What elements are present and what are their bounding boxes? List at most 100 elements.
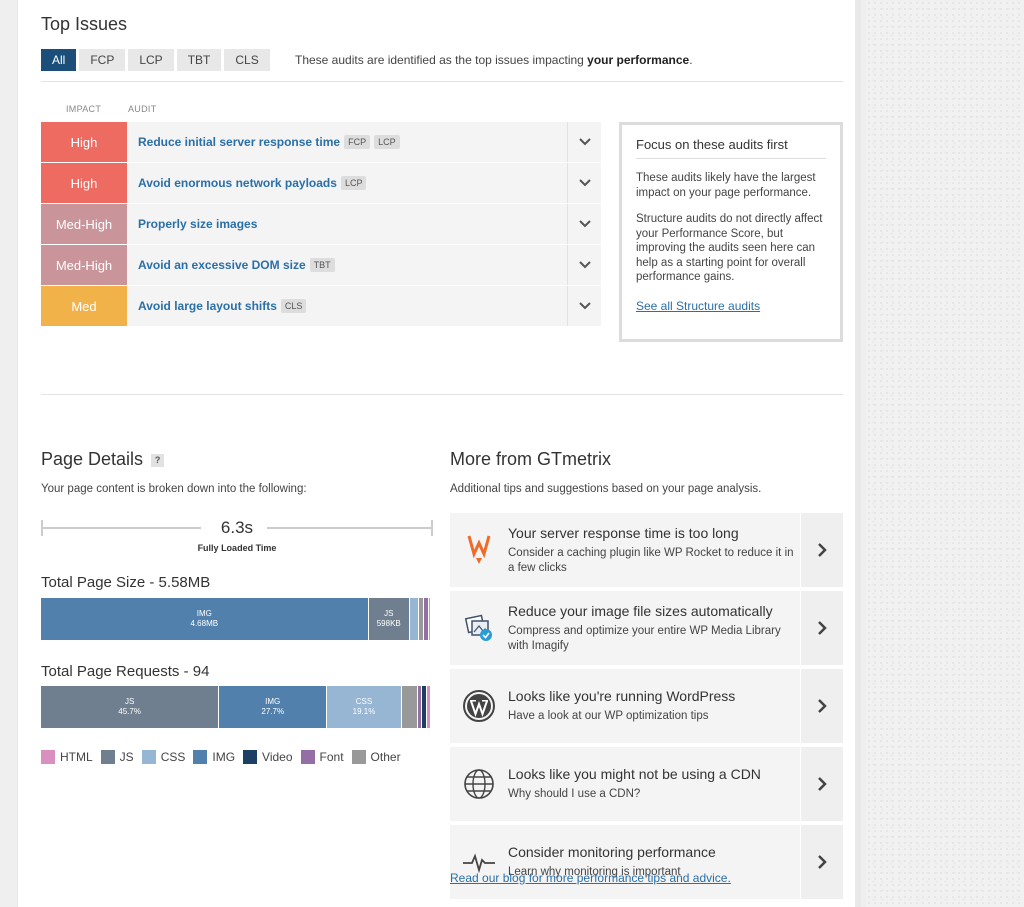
top-issues-title: Top Issues xyxy=(41,14,128,34)
heartbeat-icon xyxy=(450,825,508,899)
column-header-audit: AUDIT xyxy=(128,104,157,114)
chevron-down-icon[interactable] xyxy=(567,286,601,326)
section-divider xyxy=(41,394,843,395)
page-size-bar: IMG 4.68MB JS 598KB xyxy=(41,598,431,640)
tip-title: Consider monitoring performance xyxy=(508,844,716,861)
legend-item: Video xyxy=(243,750,293,764)
segment-value: 19.1% xyxy=(352,707,376,716)
tab-tbt[interactable]: TBT xyxy=(176,49,222,71)
bar-segment-font xyxy=(423,598,429,640)
tip-card[interactable]: Looks like you're running WordPress Have … xyxy=(450,669,843,743)
imagify-icon xyxy=(450,591,508,665)
focus-title: Focus on these audits first xyxy=(636,137,826,159)
more-title: More from GTmetrix xyxy=(450,449,612,469)
chevron-down-icon[interactable] xyxy=(567,245,601,285)
tip-card[interactable]: Looks like you might not be using a CDN W… xyxy=(450,747,843,821)
chevron-right-icon[interactable] xyxy=(800,825,843,899)
impact-badge: High xyxy=(41,163,127,203)
column-header-impact: IMPACT xyxy=(66,104,102,114)
wp-rocket-icon xyxy=(450,513,508,587)
audit-title[interactable]: Properly size images xyxy=(127,204,567,244)
tip-card[interactable]: Reduce your image file sizes automatical… xyxy=(450,591,843,665)
legend-label: Video xyxy=(262,750,293,764)
impact-badge: Med-High xyxy=(41,204,127,244)
segment-label: IMG xyxy=(265,697,281,706)
top-issues-note: These audits are identified as the top i… xyxy=(295,53,693,67)
tab-cls[interactable]: CLS xyxy=(224,49,270,71)
audit-title-text: Avoid large layout shifts xyxy=(138,299,277,313)
page-background-texture xyxy=(866,0,1024,907)
focus-callout: Focus on these audits first These audits… xyxy=(619,122,843,342)
note-bold: your performance xyxy=(587,53,690,67)
fully-loaded-label: Fully Loaded Time xyxy=(197,543,277,553)
see-structure-audits-link[interactable]: See all Structure audits xyxy=(636,298,761,313)
legend-swatch xyxy=(300,750,315,764)
legend-swatch xyxy=(351,750,366,764)
segment-value: 4.68MB xyxy=(190,619,219,628)
segment-value: 27.7% xyxy=(261,707,285,716)
report-panel: Top Issues All FCP LCP TBT CLS These aud… xyxy=(17,0,861,907)
audit-row[interactable]: Med Avoid large layout shifts CLS xyxy=(41,286,601,326)
bar-segment-css xyxy=(409,598,420,640)
timeline-line-right xyxy=(267,527,433,529)
chevron-down-icon[interactable] xyxy=(567,163,601,203)
segment-value: 45.7% xyxy=(118,707,141,716)
chevron-right-icon[interactable] xyxy=(800,747,843,821)
bar-segment-html xyxy=(428,598,431,640)
legend-item: JS xyxy=(100,750,134,764)
legend-label: Font xyxy=(319,750,344,764)
bar-segment-other xyxy=(401,686,419,728)
chevron-down-icon[interactable] xyxy=(567,122,601,162)
impact-badge: Med xyxy=(41,286,127,326)
legend-swatch xyxy=(41,750,55,764)
tab-all[interactable]: All xyxy=(41,49,77,71)
audit-row[interactable]: High Reduce initial server response time F… xyxy=(41,122,601,162)
page-details-title-text: Page Details xyxy=(41,449,144,469)
tip-description: Learn why monitoring is important xyxy=(508,866,681,879)
tab-fcp[interactable]: FCP xyxy=(79,49,126,71)
audit-row[interactable]: High Avoid enormous network payloads LCP xyxy=(41,163,601,203)
tip-title: Your server response time is too long xyxy=(508,525,739,541)
tip-description: Why should I use a CDN? xyxy=(508,788,641,801)
audit-row[interactable]: Med-High Avoid an excessive DOM size TBT xyxy=(41,245,601,285)
impact-badge: Med-High xyxy=(41,245,127,285)
chevron-right-icon[interactable] xyxy=(800,591,843,665)
audit-title[interactable]: Avoid an excessive DOM size TBT xyxy=(127,245,567,285)
focus-paragraph-2: Structure audits do not directly affect … xyxy=(636,213,823,283)
page-requests-title: Total Page Requests - 94 xyxy=(41,663,210,680)
audit-list: High Reduce initial server response time F… xyxy=(41,122,601,327)
audit-title[interactable]: Avoid enormous network payloads LCP xyxy=(127,163,567,203)
bar-segment-video xyxy=(422,686,427,728)
chevron-down-icon[interactable] xyxy=(567,204,601,244)
chevron-right-icon[interactable] xyxy=(800,513,843,587)
note-suffix: . xyxy=(689,53,693,67)
tip-card[interactable]: Your server response time is too long Con… xyxy=(450,513,843,587)
tip-body: Looks like you're running WordPress Have … xyxy=(508,669,800,743)
tip-title: Looks like you're running WordPress xyxy=(508,688,736,705)
legend-swatch xyxy=(141,750,156,764)
legend-label: JS xyxy=(119,750,134,764)
tip-title: Looks like you might not be using a CDN xyxy=(508,766,761,783)
audit-title[interactable]: Avoid large layout shifts CLS xyxy=(127,286,567,326)
audit-title-text: Avoid an excessive DOM size xyxy=(138,258,306,272)
tip-body: Reduce your image file sizes automatical… xyxy=(508,591,800,665)
tab-lcp[interactable]: LCP xyxy=(128,49,174,71)
legend-swatch xyxy=(100,750,115,764)
legend-label: CSS xyxy=(160,750,186,764)
bar-segment-img: IMG 4.68MB xyxy=(41,598,369,640)
help-icon[interactable]: ? xyxy=(151,454,165,467)
blog-link[interactable]: Read our blog for more performance tips … xyxy=(450,871,731,885)
impact-filter-tabs: All FCP LCP TBT CLS xyxy=(41,49,270,71)
page-requests-bar: JS 45.7% IMG 27.7% CSS 19.1% xyxy=(41,686,431,728)
audit-row[interactable]: Med-High Properly size images xyxy=(41,204,601,244)
audit-title[interactable]: Reduce initial server response time FCP LC… xyxy=(127,122,567,162)
chevron-right-icon[interactable] xyxy=(800,669,843,743)
legend-item: Font xyxy=(300,750,344,764)
audit-title-text: Properly size images xyxy=(138,217,258,231)
segment-label: IMG xyxy=(196,609,212,618)
segment-value: 598KB xyxy=(376,619,401,628)
tip-card[interactable]: Consider monitoring performance Learn why… xyxy=(450,825,843,899)
tip-body: Consider monitoring performance Learn why… xyxy=(508,825,800,899)
tip-description: Have a look at our WP optimization tips xyxy=(508,710,709,723)
segment-label: CSS xyxy=(355,697,373,706)
